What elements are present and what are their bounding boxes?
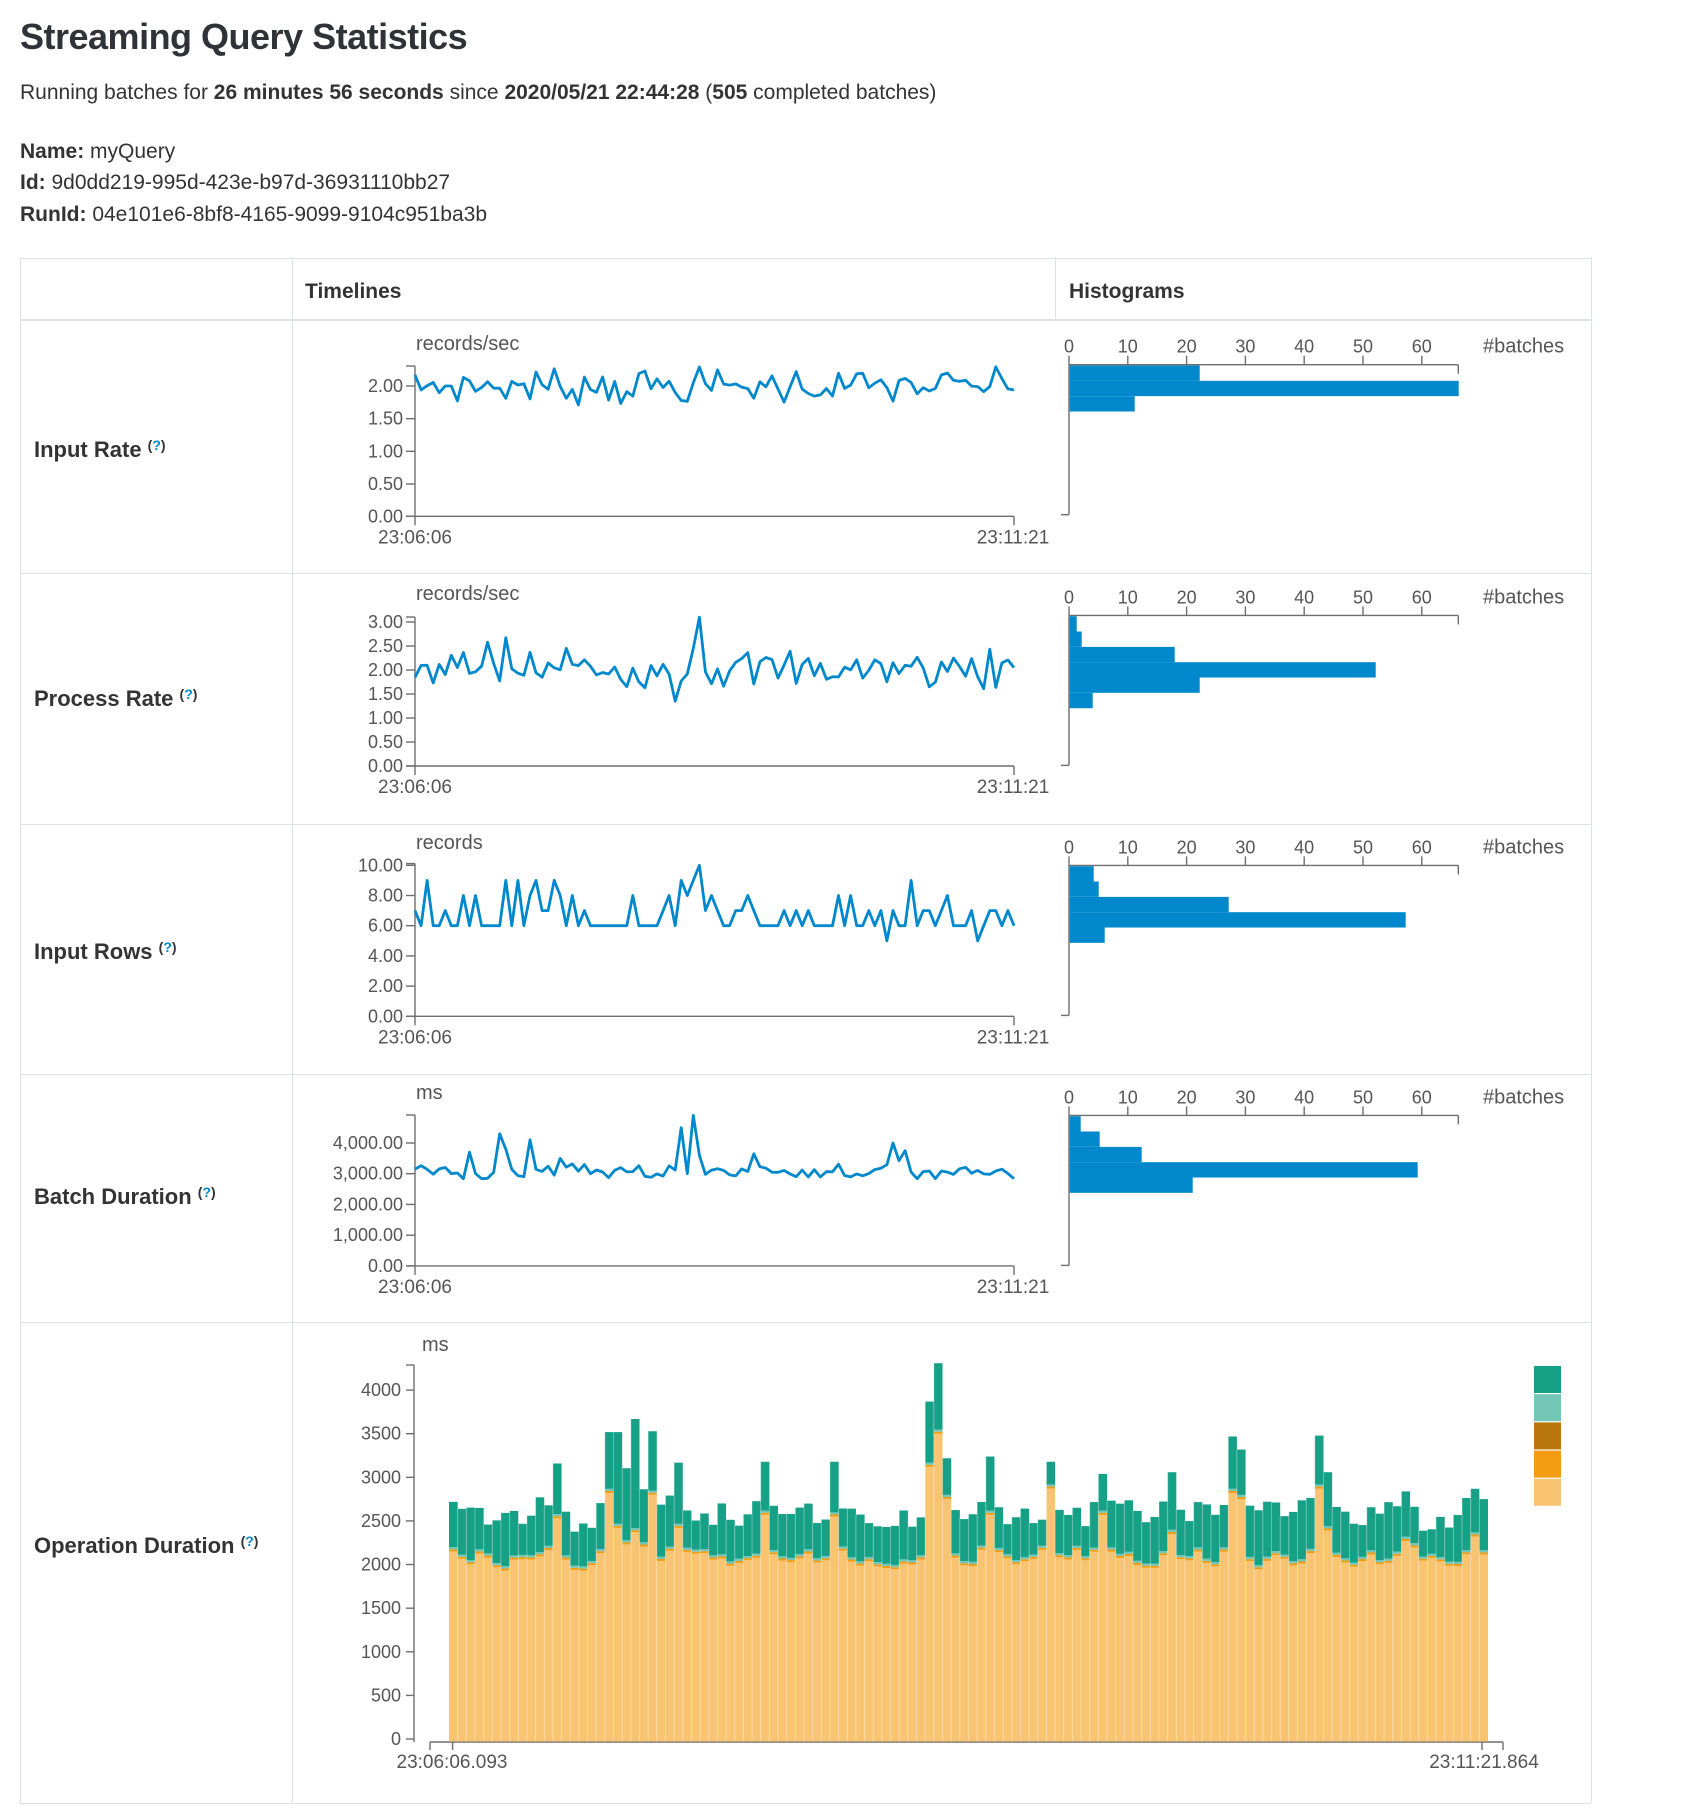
svg-text:#batches: #batches: [1483, 1086, 1564, 1108]
svg-text:6.00: 6.00: [368, 916, 403, 936]
svg-text:0: 0: [1064, 1087, 1074, 1107]
svg-text:#batches: #batches: [1483, 336, 1564, 358]
svg-text:1,000.00: 1,000.00: [333, 1225, 403, 1245]
svg-text:60: 60: [1412, 587, 1432, 607]
svg-text:23:06:06: 23:06:06: [378, 777, 452, 798]
svg-text:2500: 2500: [361, 1511, 401, 1531]
svg-text:Timelines: Timelines: [305, 280, 402, 303]
svg-text:0: 0: [1064, 837, 1074, 857]
svg-text:2.00: 2.00: [368, 976, 403, 996]
svg-text:60: 60: [1412, 1087, 1432, 1107]
svg-text:500: 500: [371, 1685, 401, 1705]
svg-text:4,000.00: 4,000.00: [333, 1133, 403, 1153]
svg-text:8.00: 8.00: [368, 886, 403, 906]
svg-text:0.50: 0.50: [368, 474, 403, 494]
svg-text:4.00: 4.00: [368, 946, 403, 966]
svg-text:0: 0: [391, 1729, 401, 1749]
svg-text:10: 10: [1118, 587, 1138, 607]
svg-text:23:11:21: 23:11:21: [977, 1277, 1050, 1298]
svg-text:20: 20: [1177, 587, 1197, 607]
svg-text:50: 50: [1353, 837, 1373, 857]
svg-text:60: 60: [1412, 837, 1432, 857]
svg-text:0: 0: [1064, 337, 1074, 357]
svg-text:23:06:06: 23:06:06: [378, 1277, 452, 1298]
svg-text:23:06:06.093: 23:06:06.093: [397, 1752, 508, 1773]
svg-text:1500: 1500: [361, 1598, 401, 1618]
svg-text:ms: ms: [416, 1082, 443, 1104]
svg-text:20: 20: [1177, 1087, 1197, 1107]
svg-text:Batch Duration (?): Batch Duration (?): [34, 1184, 216, 1209]
svg-text:0.00: 0.00: [368, 756, 403, 776]
svg-text:10: 10: [1118, 1087, 1138, 1107]
svg-text:#batches: #batches: [1483, 586, 1564, 608]
svg-text:2,000.00: 2,000.00: [333, 1194, 403, 1214]
svg-text:10.00: 10.00: [358, 855, 403, 875]
svg-text:4000: 4000: [361, 1380, 401, 1400]
svg-text:records/sec: records/sec: [416, 583, 519, 605]
svg-text:2000: 2000: [361, 1555, 401, 1575]
svg-text:2.50: 2.50: [368, 636, 403, 656]
svg-text:3.00: 3.00: [368, 612, 403, 632]
svg-text:40: 40: [1294, 837, 1314, 857]
svg-text:3500: 3500: [361, 1424, 401, 1444]
svg-text:Process Rate (?): Process Rate (?): [34, 686, 197, 711]
svg-text:23:11:21: 23:11:21: [977, 1027, 1050, 1048]
svg-text:1.00: 1.00: [368, 708, 403, 728]
svg-text:0.00: 0.00: [368, 1006, 403, 1026]
svg-text:30: 30: [1235, 587, 1255, 607]
svg-text:60: 60: [1412, 337, 1432, 357]
svg-text:records/sec: records/sec: [416, 333, 519, 355]
svg-text:2.00: 2.00: [368, 376, 403, 396]
svg-text:10: 10: [1118, 837, 1138, 857]
svg-text:2.00: 2.00: [368, 660, 403, 680]
svg-text:23:11:21: 23:11:21: [977, 777, 1050, 798]
svg-text:50: 50: [1353, 1087, 1373, 1107]
svg-text:0.00: 0.00: [368, 1256, 403, 1276]
svg-text:23:11:21.864: 23:11:21.864: [1429, 1752, 1539, 1773]
svg-text:1.50: 1.50: [368, 409, 403, 429]
svg-text:0.50: 0.50: [368, 732, 403, 752]
svg-text:10: 10: [1118, 337, 1138, 357]
svg-text:0: 0: [1064, 587, 1074, 607]
svg-text:40: 40: [1294, 337, 1314, 357]
svg-text:Operation Duration (?): Operation Duration (?): [34, 1533, 258, 1558]
svg-text:#batches: #batches: [1483, 836, 1564, 858]
svg-text:3000: 3000: [361, 1467, 401, 1487]
svg-text:50: 50: [1353, 587, 1373, 607]
svg-text:30: 30: [1235, 837, 1255, 857]
svg-text:40: 40: [1294, 1087, 1314, 1107]
svg-text:50: 50: [1353, 337, 1373, 357]
svg-text:3,000.00: 3,000.00: [333, 1164, 403, 1184]
svg-text:30: 30: [1235, 337, 1255, 357]
svg-text:23:11:21: 23:11:21: [977, 527, 1050, 548]
svg-text:Input Rows (?): Input Rows (?): [34, 939, 177, 964]
svg-text:40: 40: [1294, 587, 1314, 607]
svg-text:23:06:06: 23:06:06: [378, 1027, 452, 1048]
svg-text:20: 20: [1177, 837, 1197, 857]
svg-text:20: 20: [1177, 337, 1197, 357]
svg-text:0.00: 0.00: [368, 506, 403, 526]
svg-text:30: 30: [1235, 1087, 1255, 1107]
svg-text:1.00: 1.00: [368, 441, 403, 461]
svg-text:1000: 1000: [361, 1642, 401, 1662]
svg-text:Histograms: Histograms: [1069, 280, 1185, 303]
svg-text:Input Rate (?): Input Rate (?): [34, 437, 166, 462]
svg-text:1.50: 1.50: [368, 684, 403, 704]
svg-text:23:06:06: 23:06:06: [378, 527, 452, 548]
svg-text:ms: ms: [422, 1334, 449, 1356]
svg-text:records: records: [416, 832, 483, 854]
